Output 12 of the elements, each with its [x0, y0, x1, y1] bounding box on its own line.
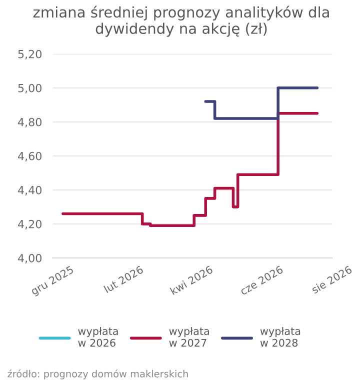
y-tick-label: 5,00 [18, 84, 42, 94]
legend-label: wypłata w 2027 [169, 327, 209, 347]
legend-label: wypłata w 2026 [78, 327, 118, 347]
y-tick-label: 4,00 [18, 254, 42, 264]
y-tick-label: 4,20 [18, 220, 42, 230]
legend-label: wypłata w 2028 [260, 327, 300, 347]
y-tick-label: 4,80 [18, 118, 42, 128]
chart-title: zmiana średniej prognozy analityków dla dywidendy na akcję (zł) [33, 6, 329, 37]
y-tick-label: 4,60 [18, 152, 42, 162]
y-tick-label: 4,40 [18, 186, 42, 196]
y-tick-label: 5,20 [18, 50, 42, 60]
text: źródło: prognozy domów maklerskich [8, 370, 188, 380]
